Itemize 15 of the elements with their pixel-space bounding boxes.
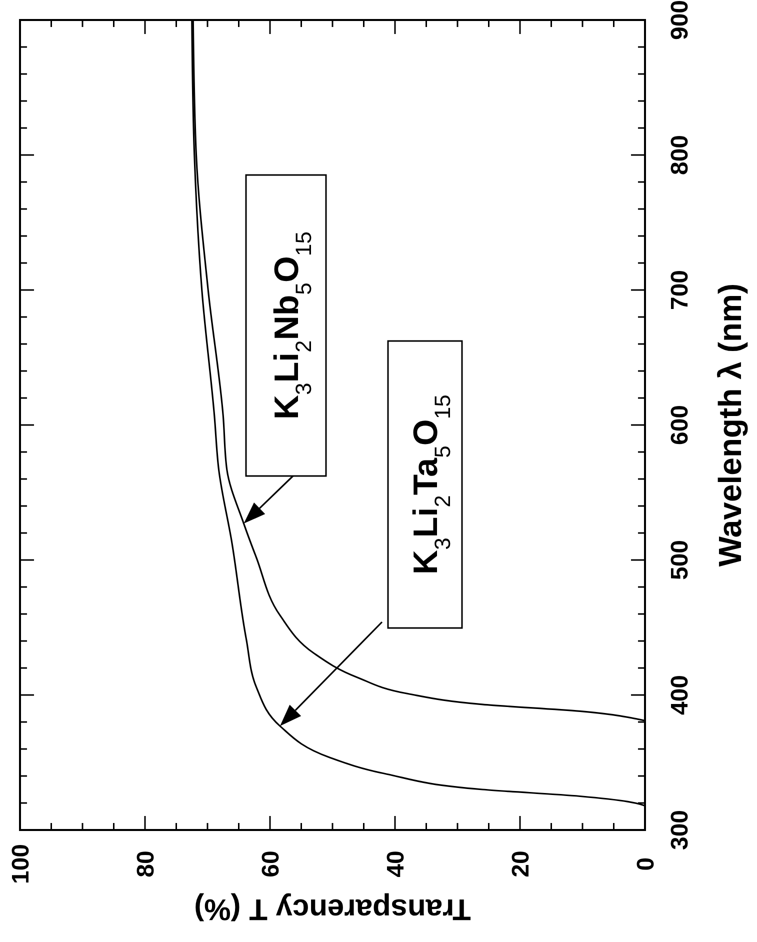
y-tick-label: 400 — [666, 674, 694, 716]
x-tick-label: 0 — [632, 857, 660, 871]
x-tick-label: 60 — [257, 850, 284, 878]
y-tick-label: 500 — [666, 540, 694, 580]
x-tick-label: 100 — [7, 844, 34, 884]
y-tick-label: 600 — [666, 404, 694, 446]
x-tick-label: 20 — [507, 850, 534, 878]
y-axis-title: Wavelength λ (nm) — [712, 283, 748, 567]
y-tick-label: 900 — [666, 0, 694, 40]
x-axis-title: Transparency T (%) — [194, 892, 471, 926]
x-tick-label: 80 — [132, 850, 160, 878]
x-tick-label: 40 — [382, 850, 410, 878]
y-tick-label: 300 — [666, 810, 694, 850]
y-tick-label: 800 — [666, 134, 694, 176]
y-tick-label: 700 — [666, 270, 694, 310]
